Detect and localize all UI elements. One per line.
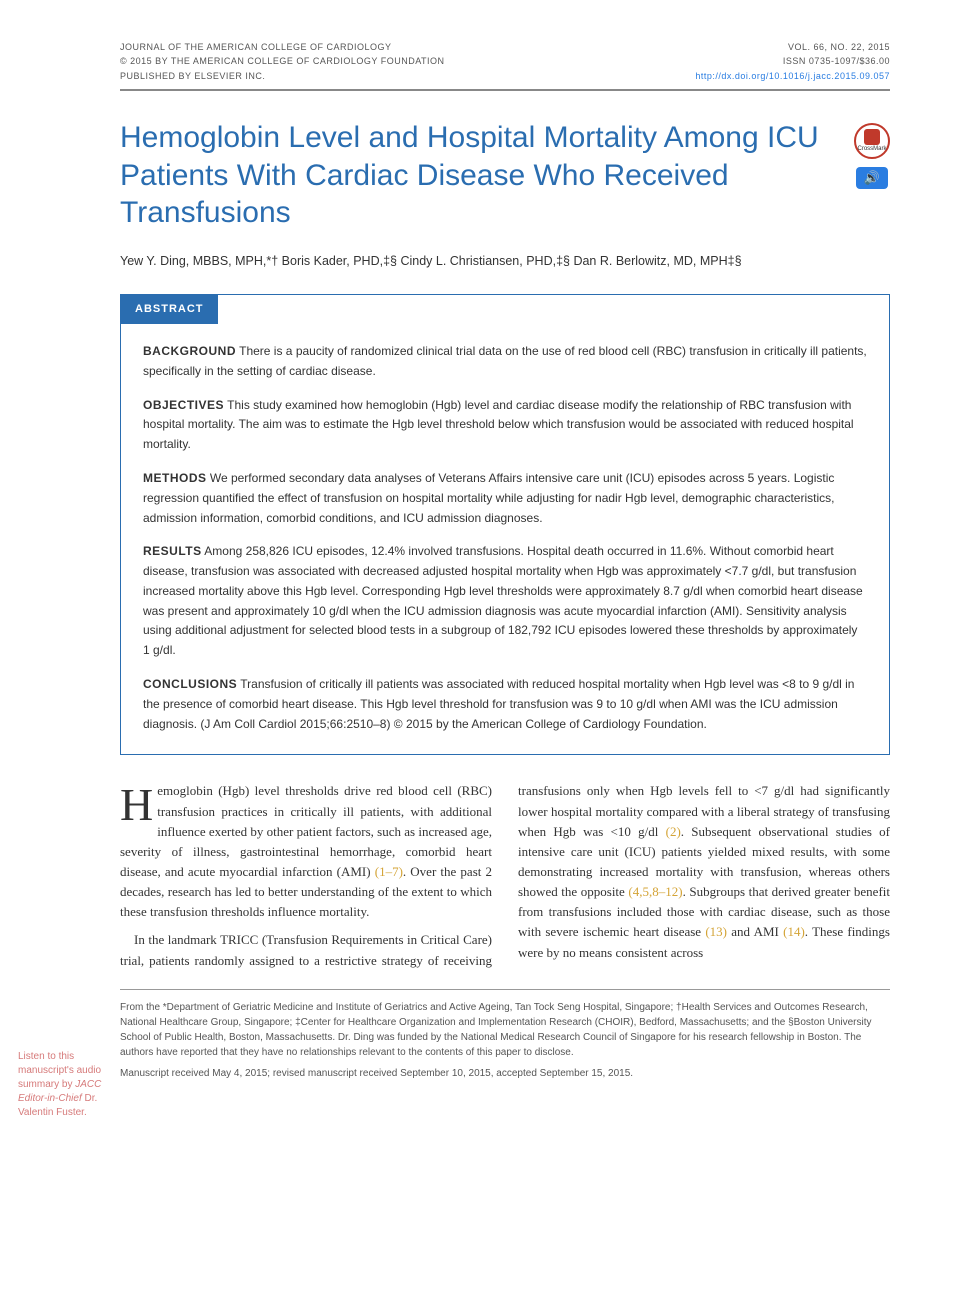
audio-summary-note[interactable]: Listen to this manuscript's audio summar… <box>18 1050 110 1120</box>
doi-link[interactable]: http://dx.doi.org/10.1016/j.jacc.2015.09… <box>695 69 890 83</box>
abstract-objectives: OBJECTIVES This study examined how hemog… <box>143 396 867 455</box>
affiliations-text: From the *Department of Geriatric Medici… <box>120 1000 890 1060</box>
journal-name: JOURNAL OF THE AMERICAN COLLEGE OF CARDI… <box>120 40 445 54</box>
abstract-results: RESULTS Among 258,826 ICU episodes, 12.4… <box>143 542 867 661</box>
manuscript-dates: Manuscript received May 4, 2015; revised… <box>120 1066 890 1081</box>
citation-ref[interactable]: (13) <box>705 924 727 939</box>
badge-column: CrossMark 🔊 <box>854 123 890 189</box>
issn-line: ISSN 0735-1097/$36.00 <box>695 54 890 68</box>
publisher-line: PUBLISHED BY ELSEVIER INC. <box>120 69 445 83</box>
abstract-heading: ABSTRACT <box>121 295 218 324</box>
authors-text: Yew Y. Ding, MBBS, MPH,*† Boris Kader, P… <box>120 254 742 268</box>
citation-ref[interactable]: (2) <box>666 824 681 839</box>
header-right: VOL. 66, NO. 22, 2015 ISSN 0735-1097/$36… <box>695 40 890 83</box>
abstract-box: ABSTRACT BACKGROUND There is a paucity o… <box>120 294 890 755</box>
body-para-1: Hemoglobin (Hgb) level thresholds drive … <box>120 781 492 922</box>
copyright-line: © 2015 BY THE AMERICAN COLLEGE OF CARDIO… <box>120 54 445 68</box>
citation-ref[interactable]: (1–7) <box>375 864 403 879</box>
header-left: JOURNAL OF THE AMERICAN COLLEGE OF CARDI… <box>120 40 445 83</box>
author-list: Yew Y. Ding, MBBS, MPH,*† Boris Kader, P… <box>120 252 890 271</box>
abstract-body: BACKGROUND There is a paucity of randomi… <box>121 324 889 755</box>
header-rule <box>120 89 890 91</box>
citation-ref[interactable]: (14) <box>783 924 805 939</box>
audio-icon[interactable]: 🔊 <box>856 167 888 189</box>
article-title: Hemoglobin Level and Hospital Mortality … <box>120 119 842 232</box>
header-meta: JOURNAL OF THE AMERICAN COLLEGE OF CARDI… <box>120 40 890 83</box>
footnote-rule <box>120 989 890 990</box>
crossmark-icon[interactable]: CrossMark <box>854 123 890 159</box>
title-row: Hemoglobin Level and Hospital Mortality … <box>120 119 890 232</box>
volume-line: VOL. 66, NO. 22, 2015 <box>695 40 890 54</box>
abstract-methods: METHODS We performed secondary data anal… <box>143 469 867 528</box>
dropcap: H <box>120 781 157 824</box>
abstract-conclusions: CONCLUSIONS Transfusion of critically il… <box>143 675 867 734</box>
body-columns: Hemoglobin (Hgb) level thresholds drive … <box>120 781 890 970</box>
abstract-background: BACKGROUND There is a paucity of randomi… <box>143 342 867 382</box>
footnotes: From the *Department of Geriatric Medici… <box>120 1000 890 1081</box>
citation-ref[interactable]: (4,5,8–12) <box>628 884 682 899</box>
